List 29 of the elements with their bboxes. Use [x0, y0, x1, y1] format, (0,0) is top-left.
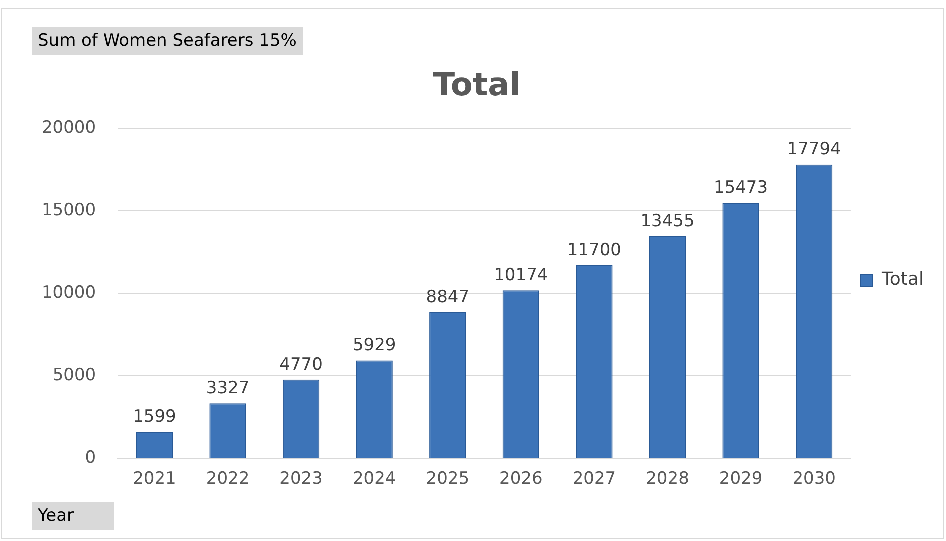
- x-tick-label: 2030: [792, 469, 836, 490]
- x-tick-label: 2025: [426, 469, 470, 490]
- x-tick-label: 2022: [206, 469, 250, 490]
- data-label: 10174: [494, 266, 548, 286]
- y-tick-label: 10000: [42, 282, 96, 303]
- data-label: 3327: [206, 378, 250, 399]
- x-tick-label: 2021: [133, 469, 176, 490]
- data-label: 8847: [426, 287, 470, 308]
- data-label: 1599: [133, 407, 176, 428]
- x-axis-title: Year: [32, 502, 114, 530]
- data-label: 4770: [280, 354, 323, 375]
- x-tick-label: 2028: [646, 469, 690, 490]
- chart-title: Total: [433, 66, 521, 104]
- data-label: 13455: [640, 211, 695, 232]
- data-label: 17794: [787, 140, 842, 160]
- data-label: 11700: [567, 240, 622, 260]
- y-tick-label: 5000: [52, 365, 96, 386]
- legend-label: Total: [880, 269, 924, 290]
- y-tick-label: 20000: [42, 118, 96, 138]
- x-tick-label: 2024: [352, 469, 396, 490]
- x-tick-label: 2029: [719, 469, 763, 490]
- data-label: 15473: [714, 178, 768, 198]
- x-tick-label: 2026: [500, 469, 543, 490]
- y-tick-label: 0: [85, 448, 96, 468]
- data-label: 5929: [352, 336, 396, 356]
- x-tick-label: 2027: [572, 469, 616, 490]
- x-tick-label: 2023: [280, 469, 323, 490]
- text: Sum of Women Seafarers 15%: [32, 27, 303, 55]
- y-tick-label: 15000: [42, 200, 96, 220]
